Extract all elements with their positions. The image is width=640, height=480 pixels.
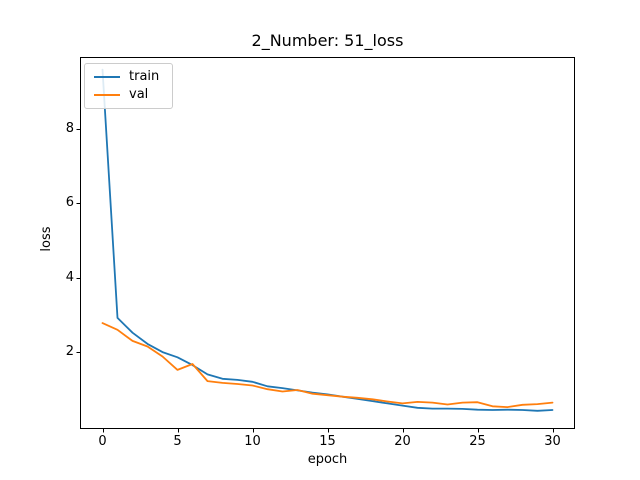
val-line (101, 322, 554, 409)
x-tick-label: 10 (244, 434, 261, 449)
tick-marks (76, 129, 554, 433)
train-line (101, 68, 554, 412)
series-lines (101, 68, 554, 412)
y-tick-label: 2 (65, 344, 74, 360)
axes-frame (80, 57, 575, 429)
x-tick-label: 20 (394, 434, 411, 449)
x-tick-label: 25 (469, 434, 486, 449)
legend-item-val: val (94, 86, 172, 104)
x-tick-label: 0 (98, 434, 107, 449)
x-tick-label: 5 (173, 434, 182, 449)
x-axis-label: epoch (307, 452, 348, 467)
x-tick-label: 15 (319, 434, 336, 449)
y-axis-label: loss (39, 226, 54, 252)
y-tick-label: 6 (65, 195, 74, 211)
legend-label-val: val (129, 87, 149, 102)
legend-label-train: train (129, 69, 160, 84)
y-tick-label: 8 (65, 121, 74, 137)
train-line-sample (94, 76, 120, 78)
legend: train val (84, 63, 173, 109)
chart-title: 2_Number: 51_loss (251, 31, 404, 50)
val-line-sample (94, 94, 120, 96)
y-tick-label: 4 (65, 269, 74, 285)
legend-item-train: train (94, 68, 172, 86)
x-tick-label: 30 (544, 434, 561, 449)
